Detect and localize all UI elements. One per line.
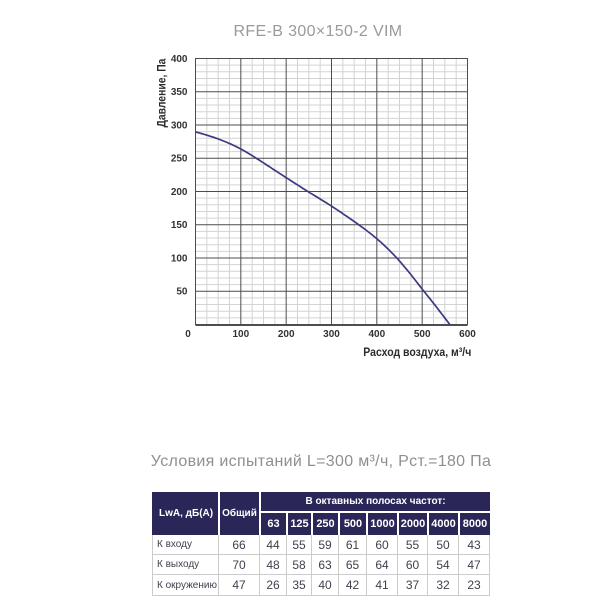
svg-text:200: 200 (171, 187, 188, 198)
svg-text:350: 350 (171, 87, 188, 98)
svg-text:300: 300 (323, 329, 340, 340)
svg-text:100: 100 (232, 329, 249, 340)
svg-text:Давление, Па: Давление, Па (156, 58, 169, 128)
svg-text:50: 50 (176, 287, 188, 298)
svg-text:0: 0 (185, 329, 191, 340)
svg-text:600: 600 (459, 329, 476, 340)
svg-text:150: 150 (171, 220, 188, 231)
svg-text:300: 300 (171, 120, 188, 131)
svg-text:Расход воздуха, м³/ч: Расход воздуха, м³/ч (363, 345, 471, 359)
svg-text:500: 500 (414, 329, 431, 340)
svg-text:400: 400 (368, 329, 385, 340)
svg-text:250: 250 (171, 154, 188, 165)
svg-text:200: 200 (278, 329, 295, 340)
svg-text:400: 400 (171, 54, 188, 65)
svg-text:100: 100 (171, 253, 188, 264)
